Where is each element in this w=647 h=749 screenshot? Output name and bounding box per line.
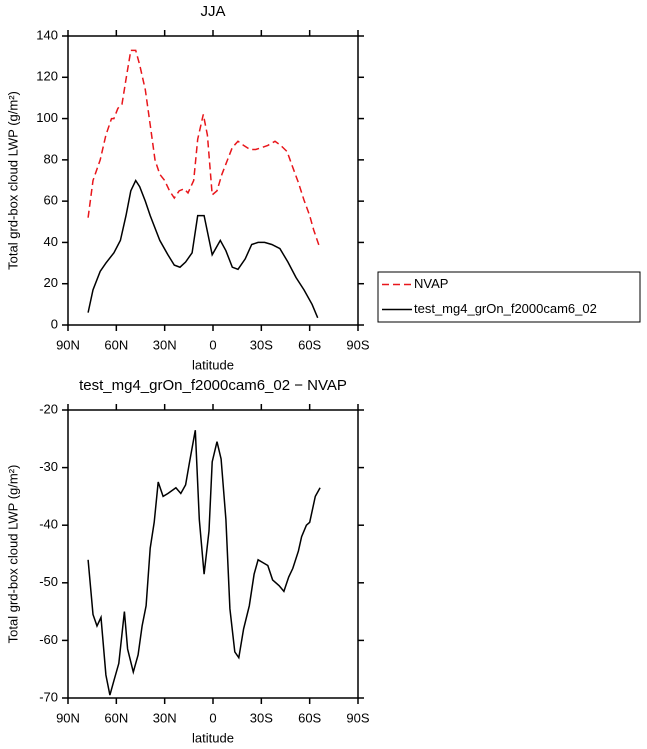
x-tick-label: 0 [209, 337, 216, 352]
chart-title: JJA [200, 3, 225, 20]
y-axis-label: Total grd-box cloud LWP (g/m²) [5, 91, 20, 270]
x-tick-label: 90S [346, 337, 369, 352]
x-axis-label: latitude [192, 357, 234, 372]
x-tick-label: 0 [209, 710, 216, 725]
plot-frame [67, 35, 359, 326]
x-tick-label: 90N [56, 337, 80, 352]
data-line [87, 49, 321, 249]
y-tick-label: 80 [44, 151, 58, 166]
x-tick-label: 30N [153, 710, 177, 725]
legend-box [377, 271, 641, 323]
x-tick-label: 60S [298, 710, 321, 725]
y-tick-label: 140 [36, 27, 58, 42]
x-tick-label: 30N [153, 337, 177, 352]
x-tick-label: 30S [250, 337, 273, 352]
x-tick-label: 60S [298, 337, 321, 352]
y-tick-label: 100 [36, 110, 58, 125]
y-tick-label: 40 [44, 234, 58, 249]
chart-title: test_mg4_grOn_f2000cam6_02 − NVAP [79, 377, 347, 394]
y-axis-label: Total grd-box cloud LWP (g/m²) [5, 465, 20, 644]
x-tick-label: 90N [56, 710, 80, 725]
y-tick-label: -30 [39, 459, 58, 474]
plot-frame [67, 409, 359, 699]
x-tick-label: 60N [104, 337, 128, 352]
y-tick-label: -50 [39, 574, 58, 589]
y-tick-label: -70 [39, 689, 58, 704]
y-tick-label: 120 [36, 69, 58, 84]
data-line [87, 430, 321, 696]
x-tick-label: 30S [250, 710, 273, 725]
x-tick-label: 60N [104, 710, 128, 725]
y-tick-label: -20 [39, 401, 58, 416]
data-line [87, 178, 319, 319]
y-tick-label: -60 [39, 632, 58, 647]
y-tick-label: -40 [39, 517, 58, 532]
x-tick-label: 90S [346, 710, 369, 725]
legend-label: NVAP [414, 276, 448, 291]
x-axis-label: latitude [192, 730, 234, 745]
y-tick-label: 60 [44, 193, 58, 208]
legend-label: test_mg4_grOn_f2000cam6_02 [414, 301, 597, 316]
y-tick-label: 20 [44, 275, 58, 290]
y-tick-label: 0 [51, 316, 58, 331]
